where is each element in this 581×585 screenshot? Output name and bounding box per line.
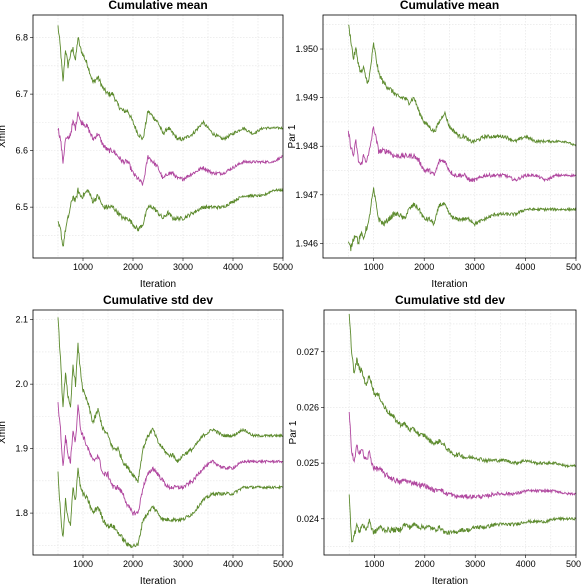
x-tick-label: 2000: [414, 262, 434, 272]
panel-title: Cumulative mean: [400, 0, 499, 12]
y-axis-label: Par 1: [287, 124, 298, 148]
x-tick-label: 4000: [223, 262, 243, 272]
plot-frame: [32, 309, 284, 556]
panel-mean-xmin: Cumulative mean 1000 2000 3000 4000 5000 6.5 6.…: [0, 0, 293, 290]
plot-frame: [32, 14, 284, 259]
y-axis-label: Xmin: [0, 125, 8, 148]
y-tick-label: 6.6: [15, 146, 28, 156]
panel-mean-par1: Cumulative mean 1000 2000 3000 4000 5000 1.946…: [287, 0, 581, 290]
series-line-upper: [348, 24, 577, 147]
y-tick-label: 1.948: [295, 141, 318, 151]
series-line-center: [57, 111, 284, 186]
y-tick-label: 0.024: [296, 514, 319, 524]
x-axis-label: Iteration: [431, 279, 467, 290]
series-line-lower: [57, 187, 284, 247]
y-tick-label: 2.1: [15, 315, 28, 325]
x-tick-label: 4000: [223, 559, 243, 569]
x-tick-label: 5000: [566, 262, 581, 272]
panel-title: Cumulative std dev: [395, 293, 505, 307]
x-tick-label: 1000: [73, 262, 93, 272]
x-axis-label: Iteration: [140, 279, 176, 290]
series-line-upper: [348, 313, 577, 469]
x-tick-label: 1000: [73, 559, 93, 569]
y-tick-label: 2.0: [15, 379, 28, 389]
x-tick-label: 3000: [173, 262, 193, 272]
y-axis-label: Xmin: [0, 421, 8, 444]
plot-frame: [322, 14, 577, 259]
x-tick-label: 1000: [364, 262, 384, 272]
y-tick-label: 0.027: [296, 347, 319, 357]
x-tick-label: 1000: [364, 559, 384, 569]
x-tick-label: 4000: [515, 262, 535, 272]
y-tick-label: 1.8: [15, 508, 28, 518]
x-tick-label: 3000: [465, 559, 485, 569]
x-tick-label: 3000: [465, 262, 485, 272]
x-axis-label: Iteration: [140, 576, 176, 585]
x-tick-label: 2000: [123, 262, 143, 272]
x-tick-label: 3000: [173, 559, 193, 569]
x-tick-label: 2000: [415, 559, 435, 569]
y-tick-label: 0.026: [296, 402, 319, 412]
panel-title: Cumulative mean: [108, 0, 207, 12]
y-tick-label: 1.946: [295, 238, 318, 248]
y-tick-label: 1.950: [295, 44, 318, 54]
y-tick-label: 0.025: [296, 458, 319, 468]
panel-title: Cumulative std dev: [103, 293, 213, 307]
series-line-center: [347, 125, 577, 183]
series-line-lower: [57, 467, 284, 549]
panel-stddev-xmin: Cumulative std dev 1000 2000 3000 4000 5000 1.…: [0, 293, 293, 585]
x-tick-label: 5000: [273, 559, 293, 569]
panel-stddev-par1: Cumulative std dev 1000 2000 3000 4000 5000 0.…: [288, 293, 581, 585]
x-tick-label: 4000: [516, 559, 536, 569]
y-axis-label: Par 1: [288, 420, 299, 444]
y-tick-label: 6.5: [15, 202, 28, 212]
y-tick-label: 1.949: [295, 93, 318, 103]
series-line-center: [348, 411, 577, 501]
x-axis-label: Iteration: [432, 576, 468, 585]
y-tick-label: 6.8: [15, 33, 28, 43]
series-line-lower: [347, 187, 577, 252]
series-line-upper: [57, 317, 284, 483]
series-line-upper: [57, 25, 284, 142]
x-tick-label: 5000: [273, 262, 293, 272]
x-tick-label: 2000: [123, 559, 143, 569]
y-tick-label: 1.947: [295, 190, 318, 200]
series-line-lower: [348, 494, 577, 543]
series-line-center: [57, 402, 284, 516]
y-tick-label: 6.7: [15, 89, 28, 99]
plot-frame: [323, 309, 577, 556]
y-tick-label: 1.9: [15, 444, 28, 454]
x-tick-label: 5000: [566, 559, 581, 569]
